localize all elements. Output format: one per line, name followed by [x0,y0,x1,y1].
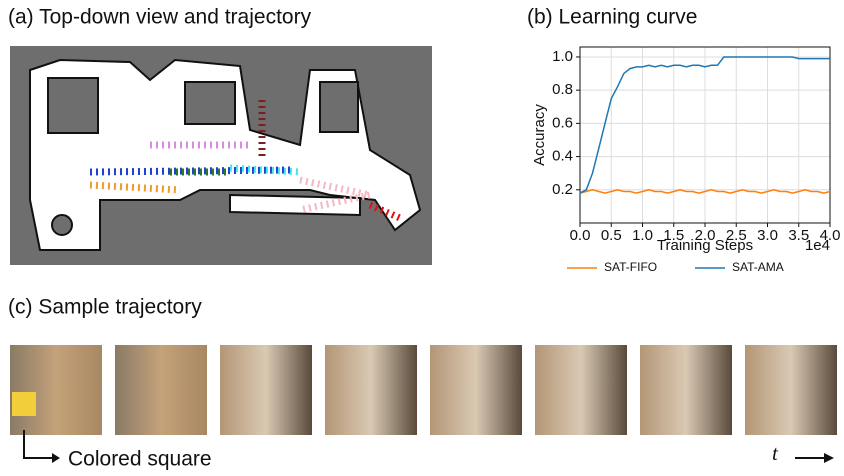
x-tick-label: 0.0 [570,227,591,244]
y-tick-label: 0.4 [552,148,573,165]
y-tick-label: 0.6 [552,114,573,131]
x-tick-label: 3.0 [757,227,778,244]
x-axis-label: Training Steps [657,237,753,254]
figure-canvas: (a) Top-down view and trajectory (b) Lea… [0,0,844,476]
panel-title: (b) Learning curve [527,6,697,29]
time-label: t [772,441,779,465]
panel-title: (a) Top-down view and trajectory [8,6,312,29]
panel-title: (c) Sample trajectory [8,296,202,319]
x-tick-label: 0.5 [601,227,622,244]
y-tick-label: 0.2 [552,181,573,198]
y-tick-label: 1.0 [552,48,573,65]
x-offset-label: 1e4 [805,237,830,254]
arrow-head [52,453,60,463]
top-down-map [10,46,432,265]
figure: (a) Top-down view and trajectory (b) Lea… [0,0,844,476]
annotation: Colored square [68,448,212,471]
arrow-head [824,453,834,463]
sample-frames [10,345,837,435]
legend-label: SAT-AMA [732,260,784,274]
y-axis-label: Accuracy [531,104,548,166]
y-tick-label: 0.8 [552,81,573,98]
legend-label: SAT-FIFO [604,260,657,274]
x-tick-label: 1.0 [632,227,653,244]
